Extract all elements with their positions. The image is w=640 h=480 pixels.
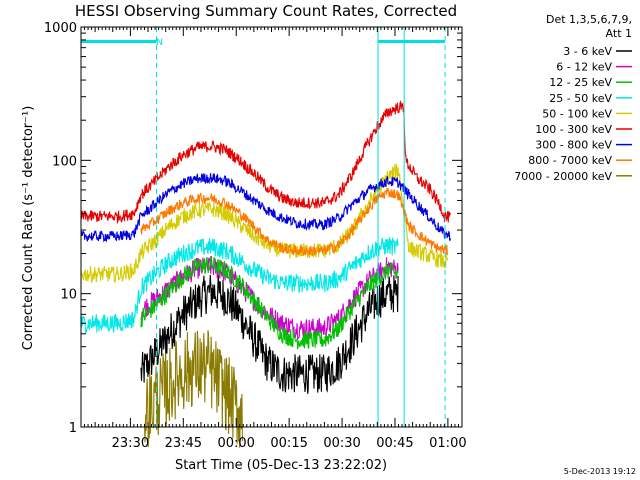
y-axis-label: Corrected Count Rate (s⁻¹ detector⁻¹) (21, 106, 36, 351)
axis-layer: 1 10 100 1000 23:30 23:45 00:00 00:15 00:30 00:45… (44, 21, 467, 451)
series-line-6 (80, 100, 452, 225)
series-line-9 (143, 330, 244, 448)
legend-label-1: 3 - 6 keV (563, 45, 612, 58)
x-tick-label: 00:30 (323, 436, 360, 451)
series-line-4 (80, 237, 399, 334)
series-line-7 (80, 173, 452, 243)
series-line-3 (140, 256, 399, 350)
y-tick-label: 1000 (44, 21, 77, 36)
footer-timestamp: 5-Dec-2013 19:12 (564, 467, 636, 476)
y-tick-label: 10 (60, 288, 77, 303)
legend-label-7: 300 - 800 keV (535, 139, 612, 152)
legend-label-9: 7000 - 20000 keV (514, 170, 612, 183)
top-bar-1 (81, 40, 157, 43)
x-tick-label: 23:45 (165, 436, 202, 451)
legend-label-4: 25 - 50 keV (549, 92, 612, 105)
plot-frame (80, 26, 463, 428)
legend-label-2: 6 - 12 keV (556, 61, 612, 74)
series-line-2 (140, 256, 399, 341)
x-tick-label: 23:30 (112, 436, 149, 451)
y-tick-label: 100 (52, 154, 77, 169)
chart-title: HESSI Observing Summary Count Rates, Cor… (75, 2, 457, 20)
series-line-1 (140, 274, 399, 394)
series-line-8 (140, 187, 448, 256)
legend-label-6: 100 - 300 keV (535, 123, 612, 136)
legend-label-3: 12 - 25 keV (549, 76, 612, 89)
x-tick-label: 00:15 (270, 436, 307, 451)
legend: Det 1,3,5,6,7,9, Att 1 3 - 6 keV 6 - 12 k… (514, 13, 632, 183)
legend-header-detectors: Det 1,3,5,6,7,9, (546, 13, 632, 26)
x-tick-label: 01:00 (429, 436, 466, 451)
annotation-n: N (156, 38, 163, 48)
x-tick-label: 00:45 (376, 436, 413, 451)
legend-header-attenuator: Att 1 (606, 27, 632, 40)
x-axis-label: Start Time (05-Dec-13 23:22:02) (175, 458, 387, 473)
legend-label-8: 800 - 7000 keV (528, 154, 612, 167)
top-bar-2 (378, 40, 446, 43)
vline-layer (81, 27, 446, 427)
y-tick-label: 1 (69, 421, 77, 436)
series-layer (80, 100, 452, 448)
legend-label-5: 50 - 100 keV (542, 107, 612, 120)
x-tick-label: 00:00 (217, 436, 254, 451)
